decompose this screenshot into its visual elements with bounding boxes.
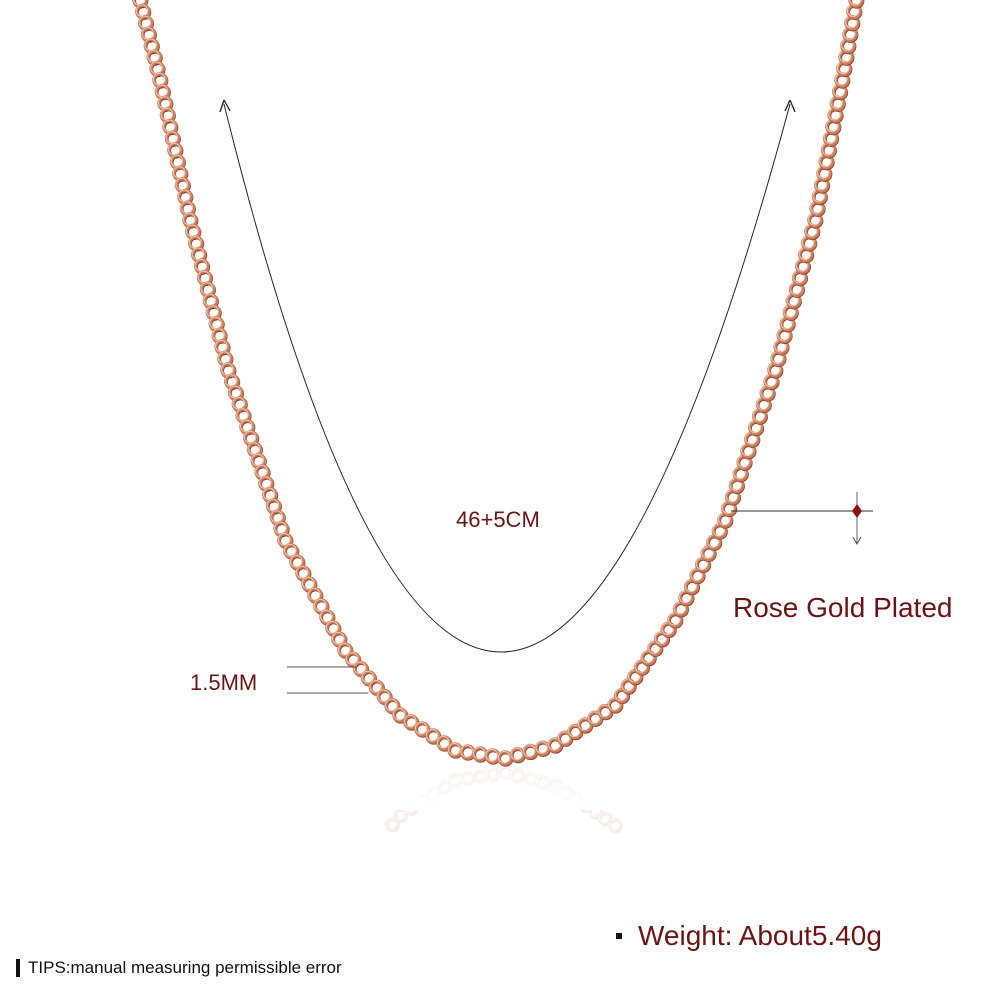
- chain-link-highlight: [392, 707, 406, 721]
- length-label: 46+5CM: [456, 507, 540, 532]
- chain-link-highlight: [274, 521, 287, 535]
- chain-link-highlight: [641, 650, 654, 664]
- chain-link-highlight: [266, 498, 280, 512]
- reflection-link-shadow: [393, 808, 408, 823]
- chain-link-highlight: [289, 554, 303, 568]
- chain-link-highlight: [270, 510, 283, 523]
- chain-link-highlight: [239, 419, 253, 433]
- reflection-link-shadow: [385, 817, 400, 833]
- tips-row: TIPS:manual measuring permissible error: [16, 958, 342, 978]
- reflection-link-highlight: [608, 818, 620, 830]
- arrow-down-icon: [852, 536, 862, 546]
- chain-link-highlight: [425, 728, 439, 742]
- reflection-link: [385, 817, 400, 832]
- chain-link-highlight: [627, 669, 641, 683]
- reflection-link-highlight: [598, 811, 610, 824]
- weight-row: Weight: About5.40g: [616, 920, 882, 952]
- chain-link-highlight: [460, 744, 474, 758]
- weight-label: Weight: About5.40g: [638, 920, 882, 951]
- chain-link-highlight: [621, 679, 634, 692]
- chain-link-highlight: [337, 642, 351, 656]
- chain-link-highlight: [654, 631, 668, 645]
- chain-link-highlight: [295, 565, 309, 579]
- diamond-marker-icon: [852, 504, 862, 518]
- chain-link-highlight: [485, 748, 499, 762]
- chain-link-highlight: [224, 374, 238, 387]
- chain-link-highlight: [283, 543, 297, 557]
- reflection-link: [597, 811, 613, 826]
- chain-link-highlight: [247, 442, 261, 455]
- chain-link-highlight: [647, 641, 661, 654]
- thickness-label: 1.5MM: [190, 670, 258, 695]
- arrow-up-icon: [784, 99, 796, 113]
- reflection-link-highlight: [385, 817, 397, 830]
- chain-link-highlight: [220, 362, 234, 376]
- chain-link-highlight: [301, 576, 315, 590]
- chain-link-highlight: [414, 721, 428, 735]
- reflection-link-shadow: [598, 812, 613, 827]
- chain-link-highlight: [403, 714, 417, 728]
- chain-link-highlight: [848, 0, 862, 6]
- chain-link-highlight: [497, 750, 511, 764]
- length-measure-line: [223, 103, 791, 653]
- arrow-up-icon: [219, 99, 231, 113]
- chain-link-highlight: [232, 396, 245, 410]
- chain-link-highlight: [313, 598, 327, 612]
- chain-link-highlight: [385, 698, 398, 712]
- chain-link-highlight: [325, 620, 339, 634]
- reflection-link-shadow: [608, 818, 623, 833]
- chain-link-highlight: [277, 532, 291, 546]
- tips-label: TIPS:manual measuring permissible error: [28, 958, 342, 977]
- chain-link-highlight: [472, 746, 486, 760]
- chain-link-highlight: [255, 464, 268, 478]
- chain-link-highlight: [228, 385, 242, 399]
- chain-link-highlight: [258, 476, 272, 489]
- chain-link-highlight: [522, 744, 536, 758]
- chain-link-highlight: [331, 631, 345, 645]
- bullet-icon: [616, 933, 622, 939]
- chain-link-highlight: [510, 747, 524, 761]
- chain-link-highlight: [535, 741, 549, 754]
- chain-link-highlight: [369, 680, 382, 693]
- material-label: Rose Gold Plated: [733, 592, 953, 623]
- reflection-fade: [380, 760, 640, 810]
- chain-link-highlight: [614, 688, 628, 702]
- chain-link-highlight: [319, 609, 333, 623]
- chain-link-highlight: [436, 735, 450, 749]
- rolo-chain: [132, 0, 865, 767]
- chain-link-highlight: [307, 587, 321, 601]
- chain-link: [848, 0, 864, 8]
- chain-link-highlight: [661, 622, 674, 635]
- tips-marker-icon: [16, 959, 20, 977]
- chain-link-highlight: [361, 670, 375, 684]
- chain-link-highlight: [353, 661, 367, 675]
- chain-link-highlight: [607, 697, 621, 711]
- chain-link-highlight: [634, 660, 648, 673]
- chain-link-highlight: [243, 430, 257, 444]
- chain-link-highlight: [251, 453, 264, 467]
- chain-link-highlight: [447, 742, 461, 756]
- chain-link-highlight: [262, 487, 276, 501]
- chain-link-highlight: [236, 408, 249, 421]
- chain-link-highlight: [377, 689, 390, 702]
- reflection-link: [607, 817, 623, 833]
- chain-link-highlight: [345, 652, 359, 665]
